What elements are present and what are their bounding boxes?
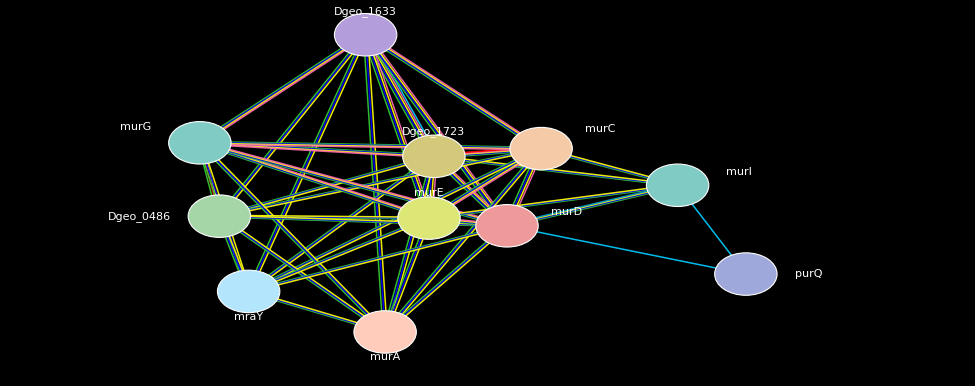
Ellipse shape [169,122,231,164]
Text: murI: murI [726,167,753,177]
Text: purQ: purQ [795,269,822,279]
Text: murG: murG [120,122,151,132]
Ellipse shape [476,205,538,247]
Text: murD: murD [551,207,582,217]
Text: Dgeo_1633: Dgeo_1633 [334,6,397,17]
Text: murC: murC [585,124,615,134]
Ellipse shape [715,253,777,295]
Ellipse shape [188,195,251,237]
Ellipse shape [217,270,280,313]
Ellipse shape [398,197,460,239]
Text: Dgeo_1723: Dgeo_1723 [403,126,465,137]
Ellipse shape [646,164,709,207]
Text: murA: murA [370,352,401,362]
Text: mraY: mraY [234,312,263,322]
Ellipse shape [510,127,572,170]
Ellipse shape [334,14,397,56]
Text: Dgeo_0486: Dgeo_0486 [107,211,171,222]
Text: murE: murE [414,188,444,198]
Ellipse shape [354,311,416,353]
Ellipse shape [403,135,465,178]
